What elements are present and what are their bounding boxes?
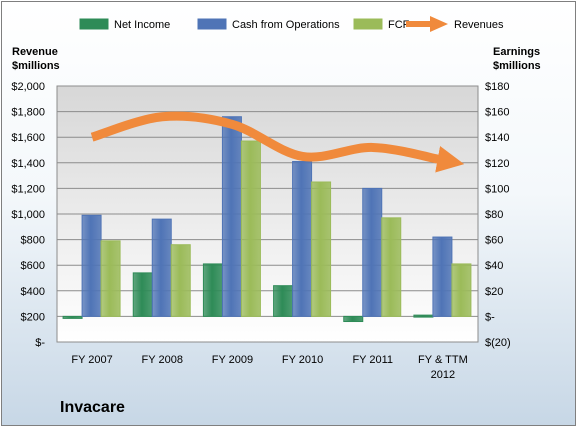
legend-label: Net Income — [114, 19, 170, 31]
left-tick-label: $1,200 — [11, 183, 45, 195]
revenue-line — [90, 111, 465, 173]
right-tick-label: $160 — [485, 107, 509, 119]
legend-label: Cash from Operations — [232, 19, 340, 31]
right-axis-title: $millions — [493, 60, 541, 72]
x-tick-label: FY 2011 — [352, 354, 393, 366]
left-tick-label: $800 — [21, 235, 45, 247]
bar-net-income — [62, 315, 83, 319]
bar-net-income — [343, 315, 364, 323]
bar-fcf — [311, 181, 332, 317]
right-tick-label: $20 — [485, 286, 503, 298]
left-axis-title: Revenue — [12, 46, 58, 58]
left-tick-label: $1,600 — [11, 132, 45, 144]
right-tick-label: $40 — [485, 260, 503, 272]
x-tick-label: FY 2009 — [212, 354, 253, 366]
left-tick-label: $200 — [21, 311, 45, 323]
left-tick-label: $400 — [21, 286, 45, 298]
legend-label: Revenues — [454, 19, 504, 31]
bar-fcf — [100, 240, 121, 317]
left-tick-label: $600 — [21, 260, 45, 272]
bar-net-income — [413, 314, 434, 318]
right-tick-label: $180 — [485, 81, 509, 93]
left-tick-label: $- — [35, 337, 45, 349]
legend-swatch-fcf — [353, 18, 383, 30]
plot-border — [56, 85, 479, 343]
right-tick-label: $60 — [485, 235, 503, 247]
left-tick-label: $1,400 — [11, 158, 45, 170]
x-tick-label: 2012 — [431, 369, 455, 381]
right-tick-label: $120 — [485, 158, 509, 170]
bar-net-income — [132, 272, 153, 317]
bar-cash-from-operations — [362, 187, 383, 317]
bar-cash-from-operations — [292, 161, 313, 317]
bar-fcf — [240, 140, 261, 317]
bar-fcf — [170, 244, 191, 317]
legend-swatch-cash-from-operations — [197, 18, 227, 30]
bar-cash-from-operations — [151, 218, 172, 317]
bar-net-income — [273, 285, 294, 317]
x-tick-label: FY 2010 — [282, 354, 323, 366]
legend-swatch-net-income — [79, 18, 109, 30]
right-tick-label: $(20) — [485, 337, 511, 349]
legend-arrow-icon — [430, 16, 448, 32]
left-tick-label: $1,800 — [11, 107, 45, 119]
x-tick-label: FY 2008 — [142, 354, 183, 366]
bar-cash-from-operations — [221, 116, 242, 317]
legend-label: FCF — [388, 19, 410, 31]
x-tick-label: FY & TTM — [418, 354, 468, 366]
bar-cash-from-operations — [432, 236, 453, 317]
right-tick-label: $140 — [485, 132, 509, 144]
right-axis-title: Earnings — [493, 46, 540, 58]
right-tick-label: $80 — [485, 209, 503, 221]
bar-fcf — [381, 217, 402, 317]
bar-cash-from-operations — [81, 214, 102, 317]
chart-title: Invacare — [60, 399, 125, 416]
left-axis-title: $millions — [12, 60, 60, 72]
bar-fcf — [451, 263, 472, 317]
right-tick-label: $- — [485, 311, 495, 323]
left-tick-label: $2,000 — [11, 81, 45, 93]
bar-net-income — [202, 263, 223, 317]
x-tick-label: FY 2007 — [71, 354, 112, 366]
left-tick-label: $1,000 — [11, 209, 45, 221]
right-tick-label: $100 — [485, 183, 509, 195]
